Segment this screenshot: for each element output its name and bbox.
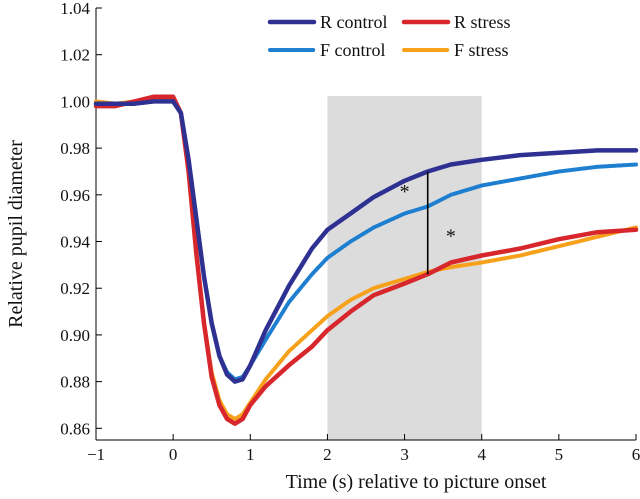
x-tick-label: 6 [632, 445, 640, 464]
x-tick-label: 1 [246, 445, 255, 464]
annotation-layer: ** [400, 171, 456, 275]
x-axis-title: Time (s) relative to picture onset [286, 471, 547, 493]
significance-asterisk-2: * [446, 226, 456, 248]
x-tick-label: 2 [323, 445, 332, 464]
y-tick-label: 0.92 [60, 279, 90, 298]
y-tick-label: 1.00 [60, 92, 90, 111]
x-tick-label: 5 [555, 445, 564, 464]
y-axis-title: Relative pupil diameter [5, 140, 27, 328]
legend-label-r-stress: R stress [454, 12, 511, 32]
axes-layer: 0.86 0.88 0.90 0.92 0.94 0.96 0.98 1.00 1.02 1.04… [60, 0, 640, 464]
legend-label-f-stress: F stress [454, 40, 509, 60]
y-tick-label: 0.94 [60, 233, 90, 252]
series-layer [93, 94, 639, 426]
x-tick-label: −1 [87, 445, 105, 464]
legend-label-r-control: R control [320, 12, 388, 32]
y-tick-label: 1.02 [60, 46, 90, 65]
legend: R control R stress F control F stress [267, 12, 511, 60]
x-tick-label: 3 [400, 445, 409, 464]
y-tick-label: 0.86 [60, 419, 90, 438]
y-tick-label: 0.88 [60, 373, 90, 392]
x-tick-label: 0 [169, 445, 178, 464]
y-tick-label: 0.98 [60, 139, 90, 158]
legend-entry-f-stress: F stress [402, 40, 509, 60]
y-tick-label: 0.90 [60, 326, 90, 345]
y-tick-label: 0.96 [60, 186, 90, 205]
series-line-r-control [93, 99, 639, 384]
legend-entry-r-stress: R stress [401, 12, 511, 32]
x-tick-label: 4 [477, 445, 486, 464]
legend-entry-r-control: R control [267, 12, 388, 32]
legend-label-f-control: F control [320, 40, 386, 60]
legend-entry-f-control: F control [268, 40, 386, 60]
significance-asterisk-1: * [400, 181, 410, 203]
y-tick-label: 1.04 [60, 0, 90, 18]
